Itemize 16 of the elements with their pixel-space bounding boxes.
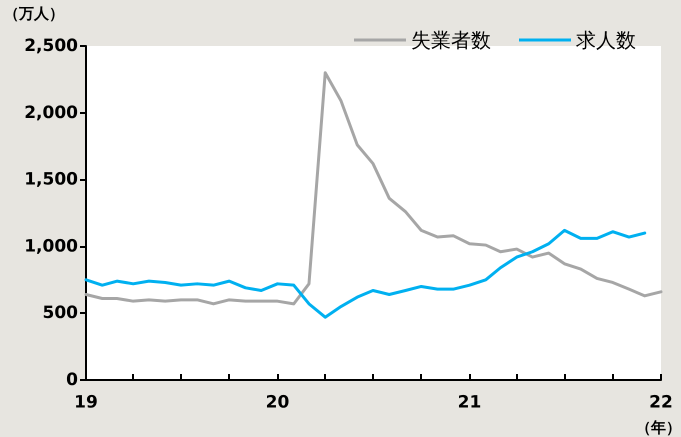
x-tick-label: 19 [74,392,98,412]
y-tick-label: 2,500 [24,36,78,56]
legend-label: 求人数 [576,28,636,52]
line-series [84,228,646,319]
y-tick-label: 2,000 [24,102,78,123]
y-tick-label: 500 [42,303,78,324]
y-tick-label: 0 [66,370,78,390]
x-axis-title: （年） [636,418,681,436]
y-tick-label: 1,500 [24,170,78,190]
line-series [84,71,662,306]
y-axis-title: （万人） [4,4,64,22]
x-tick-label: 20 [266,392,290,412]
x-tick-label: 22 [649,392,673,412]
legend-label: 失業者数 [411,28,491,52]
y-tick-label: 1,000 [24,236,78,256]
x-tick-label: 21 [458,392,482,412]
